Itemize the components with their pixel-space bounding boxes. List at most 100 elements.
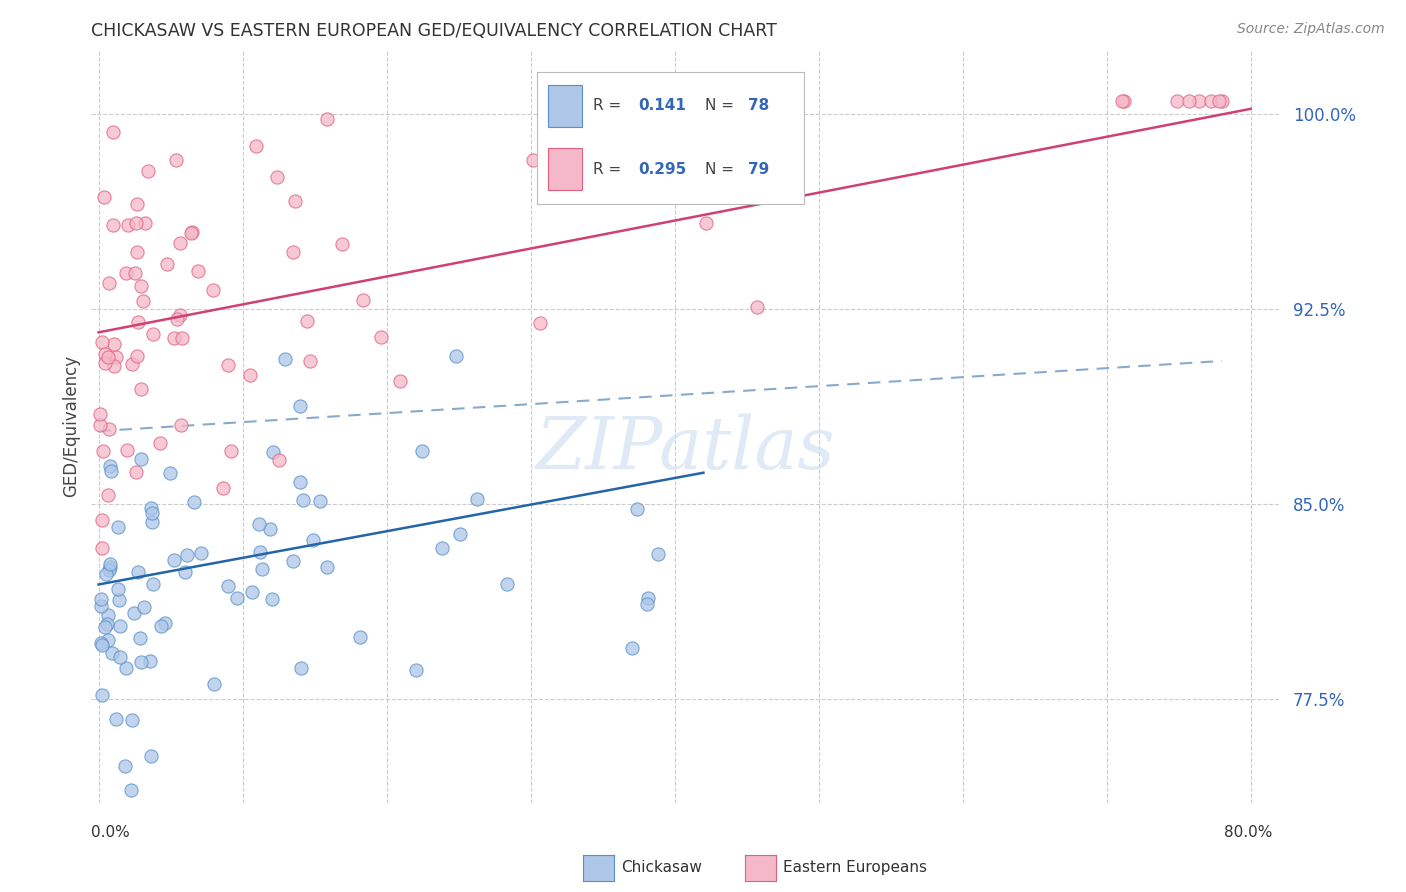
- Point: [90, 599, 112, 613]
- Point: [89, 407, 111, 421]
- Text: 80.0%: 80.0%: [1225, 825, 1272, 840]
- Point: [117, 218, 139, 232]
- Point: [1188, 94, 1211, 108]
- Point: [163, 331, 186, 345]
- Text: CHICKASAW VS EASTERN EUROPEAN GED/EQUIVALENCY CORRELATION CHART: CHICKASAW VS EASTERN EUROPEAN GED/EQUIVA…: [91, 22, 778, 40]
- Point: [290, 661, 312, 675]
- Point: [247, 517, 270, 532]
- Point: [274, 352, 297, 367]
- Point: [283, 244, 305, 259]
- Point: [136, 164, 159, 178]
- Point: [405, 663, 427, 677]
- Point: [94, 347, 117, 361]
- Point: [302, 533, 325, 548]
- Point: [107, 582, 129, 596]
- Point: [204, 677, 226, 691]
- Point: [127, 245, 149, 260]
- Point: [411, 443, 433, 458]
- Point: [245, 139, 267, 153]
- Point: [295, 314, 318, 328]
- Text: Source: ZipAtlas.com: Source: ZipAtlas.com: [1237, 22, 1385, 37]
- Text: Eastern Europeans: Eastern Europeans: [783, 860, 927, 874]
- Point: [108, 593, 131, 607]
- Point: [108, 650, 131, 665]
- Point: [129, 655, 152, 669]
- Point: [124, 266, 146, 280]
- Point: [201, 283, 224, 297]
- Point: [98, 276, 121, 290]
- Point: [163, 552, 186, 566]
- Point: [647, 547, 669, 561]
- Point: [219, 444, 242, 458]
- Point: [281, 554, 304, 568]
- Point: [260, 592, 283, 607]
- Point: [745, 301, 768, 315]
- Point: [250, 562, 273, 576]
- Point: [97, 350, 120, 364]
- Point: [620, 641, 643, 656]
- Point: [103, 337, 125, 351]
- Text: Chickasaw: Chickasaw: [621, 860, 703, 874]
- Point: [284, 194, 307, 209]
- Point: [308, 493, 330, 508]
- Point: [240, 585, 263, 599]
- Point: [97, 632, 120, 647]
- Point: [122, 607, 145, 621]
- Point: [97, 488, 120, 502]
- Point: [107, 519, 129, 533]
- Point: [134, 599, 156, 614]
- Point: [529, 317, 551, 331]
- Point: [1211, 94, 1233, 108]
- Point: [97, 607, 120, 622]
- Point: [125, 197, 148, 211]
- Point: [94, 566, 117, 581]
- Point: [103, 359, 125, 374]
- Point: [114, 661, 136, 675]
- Point: [183, 495, 205, 509]
- Point: [315, 112, 337, 126]
- Point: [370, 329, 392, 343]
- Point: [127, 565, 149, 579]
- Point: [180, 225, 202, 239]
- Point: [153, 616, 176, 631]
- Point: [262, 445, 284, 459]
- Point: [190, 546, 212, 560]
- Point: [90, 636, 112, 650]
- Point: [169, 308, 191, 322]
- Point: [91, 638, 114, 652]
- Point: [93, 190, 115, 204]
- Point: [142, 577, 165, 591]
- Point: [522, 153, 544, 167]
- Point: [1199, 94, 1222, 108]
- Point: [121, 714, 143, 728]
- Point: [98, 557, 121, 571]
- Point: [90, 513, 112, 527]
- Point: [225, 591, 247, 606]
- Point: [170, 331, 193, 345]
- Point: [176, 549, 198, 563]
- Point: [352, 293, 374, 308]
- Point: [98, 459, 121, 474]
- Point: [1112, 94, 1135, 108]
- Point: [292, 492, 315, 507]
- Point: [170, 417, 193, 432]
- Point: [180, 226, 202, 240]
- Point: [299, 354, 322, 368]
- Point: [650, 94, 672, 108]
- Point: [626, 501, 648, 516]
- Point: [127, 315, 149, 329]
- Point: [129, 631, 152, 645]
- Point: [1166, 94, 1188, 108]
- Point: [139, 654, 162, 668]
- Point: [104, 712, 127, 726]
- Point: [330, 237, 353, 252]
- Point: [637, 591, 659, 605]
- Point: [91, 334, 114, 349]
- Point: [630, 162, 652, 177]
- Point: [105, 350, 128, 364]
- Point: [97, 422, 120, 436]
- Point: [101, 646, 124, 660]
- Point: [100, 464, 122, 478]
- Point: [169, 235, 191, 250]
- Y-axis label: GED/Equivalency: GED/Equivalency: [62, 355, 80, 497]
